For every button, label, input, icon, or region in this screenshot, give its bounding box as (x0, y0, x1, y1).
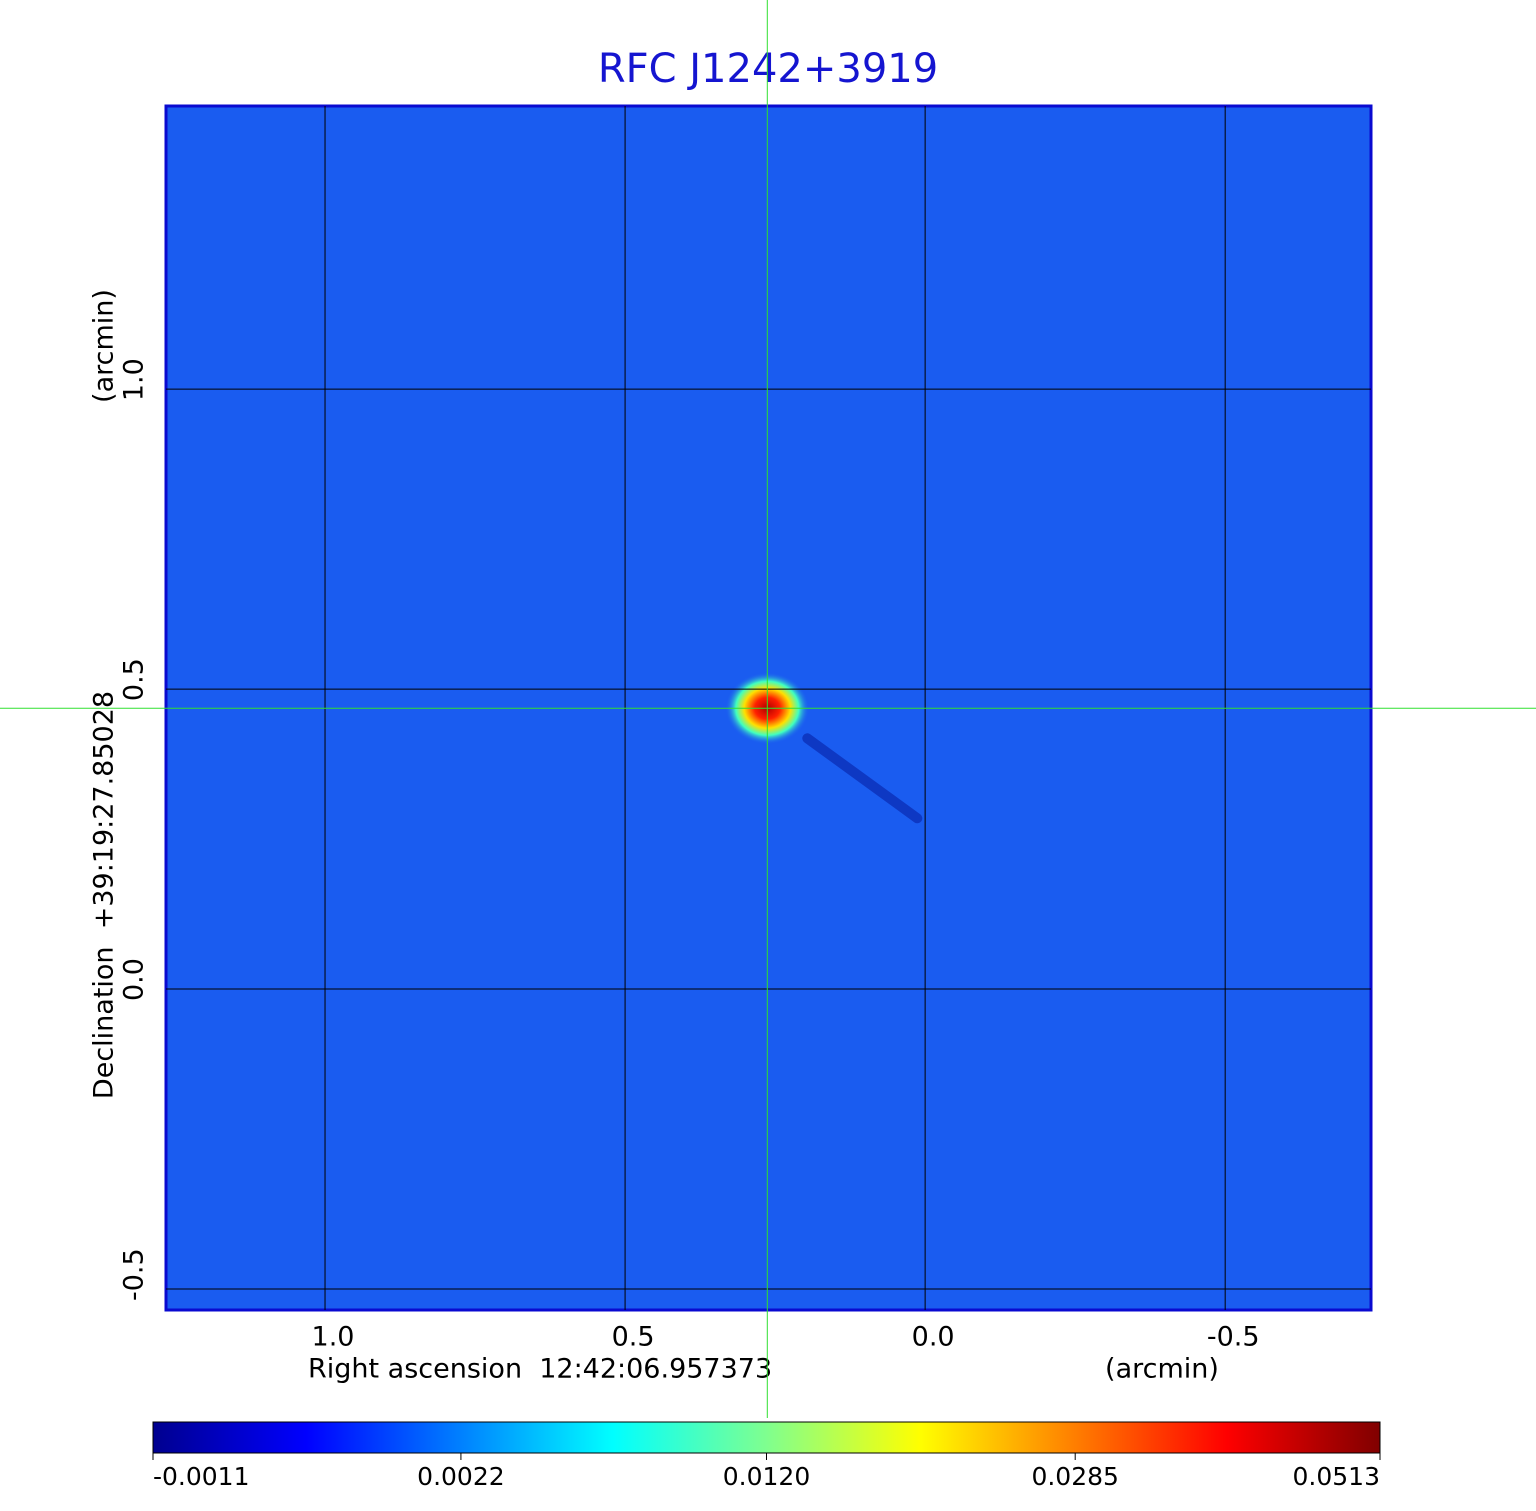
colorbar (152, 1421, 1381, 1454)
y-tick-label: 0.0 (119, 958, 150, 1001)
x-axis-unit: (arcmin) (1105, 1354, 1219, 1385)
x-tick-label: 0.0 (912, 1322, 955, 1353)
psf-streak (802, 733, 923, 824)
y-tick-label: -0.5 (119, 1248, 150, 1301)
x-tick-label: 0.5 (612, 1322, 655, 1353)
x-axis-label: Right ascension 12:42:06.957373 (308, 1354, 772, 1385)
y-axis-label: Declination +39:19:27.85028 (89, 691, 120, 1099)
colorbar-tick-label: -0.0011 (153, 1462, 250, 1491)
x-tick-label: -0.5 (1207, 1322, 1260, 1353)
colorbar-tick-label: 0.0022 (417, 1462, 504, 1491)
colorbar-tick-label: 0.0513 (1293, 1462, 1380, 1491)
colorbar-tick-label: 0.0285 (1031, 1462, 1118, 1491)
y-tick-label: 0.5 (119, 658, 150, 701)
colorbar-tick-label: 0.0120 (723, 1462, 810, 1491)
x-tick-label: 1.0 (312, 1322, 355, 1353)
chart-title: RFC J1242+3919 (598, 46, 938, 92)
y-axis-unit: (arcmin) (89, 289, 120, 403)
y-tick-label: 1.0 (119, 358, 150, 401)
